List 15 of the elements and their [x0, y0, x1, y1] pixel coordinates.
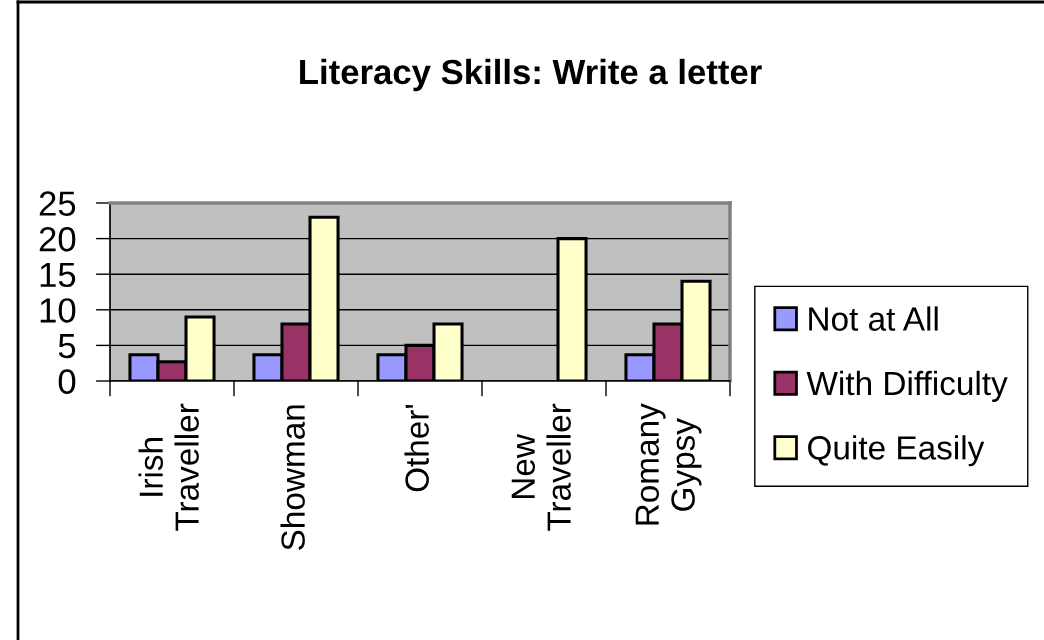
chart-title: Literacy Skills: Write a letter [300, 58, 762, 92]
x-tick-label: Irish Traveller [138, 403, 199, 531]
y-tick-label: 25 [39, 191, 76, 216]
y-tick-label: 0 [58, 369, 76, 394]
legend-label: Quite Easily [808, 435, 985, 467]
legend-label: Not at All [809, 306, 938, 331]
y-tick-label: 5 [58, 334, 76, 359]
y-tick-label: 20 [39, 226, 76, 252]
x-tick-label: Showman [280, 405, 305, 550]
y-tick-label: 15 [40, 262, 76, 288]
x-tick-label: New Traveller [511, 403, 571, 531]
x-tick-label: Romany Gypsy [635, 403, 702, 525]
legend-label: With Difficulty [806, 370, 1008, 402]
x-tick-label: Other' [404, 404, 429, 492]
y-tick-label: 10 [40, 298, 76, 323]
